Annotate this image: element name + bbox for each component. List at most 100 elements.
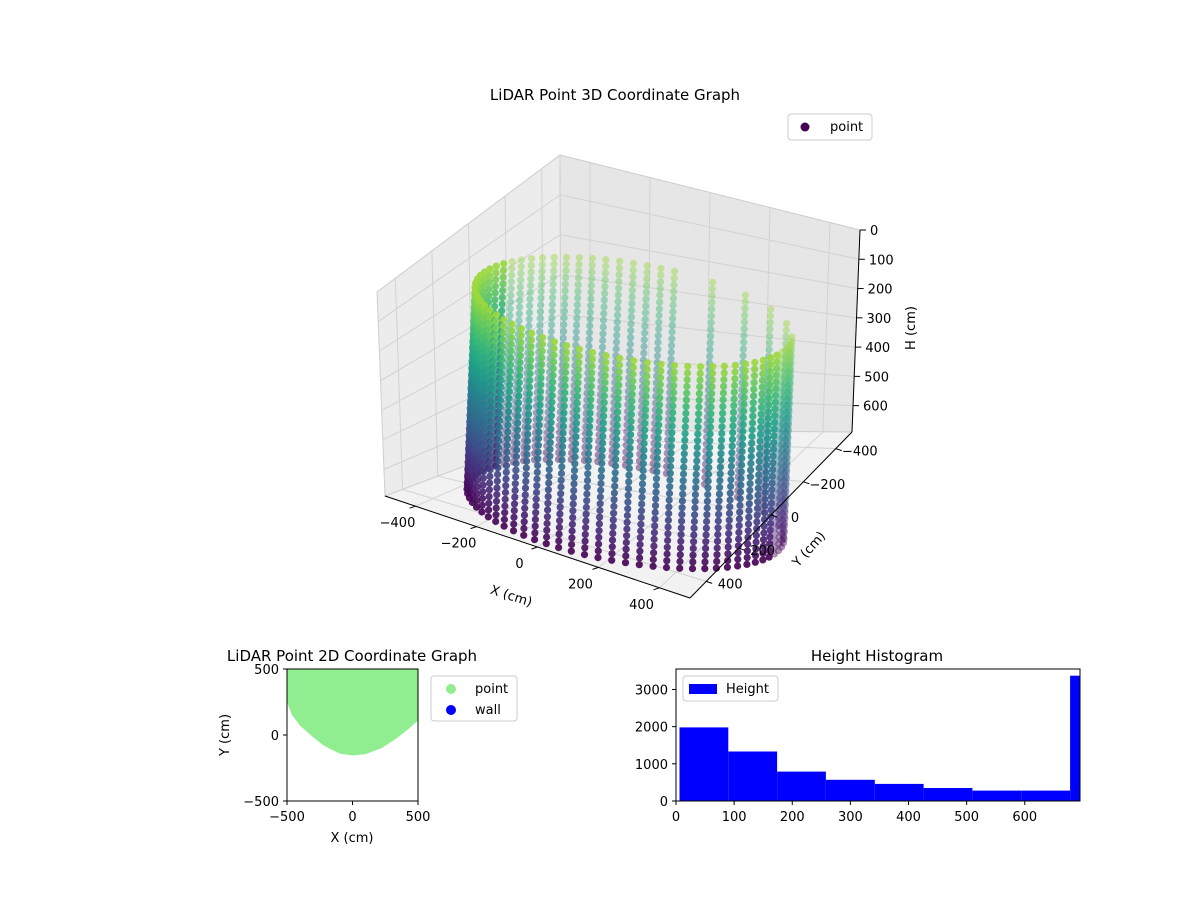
cloud-point [643,269,650,276]
cloud-point [574,386,581,393]
cloud-point [629,293,636,300]
cloud-point [528,269,535,276]
cloud-point [587,316,594,323]
cloud-point [622,559,629,566]
cloud-point [725,523,732,530]
cloud-point [499,294,506,301]
cloud-point [562,362,569,369]
cloud-point [599,446,606,453]
cloud-point [727,483,734,490]
cloud-point [526,377,533,384]
cloud-point [539,261,546,268]
cloud-point [638,501,645,508]
cloud-point [720,376,727,383]
cloud-point [720,390,727,397]
cloud-point [537,395,544,402]
cloud-point [669,416,676,423]
cloud-point [669,423,676,430]
cloud-point [732,362,739,369]
cloud-point [668,436,675,443]
cloud-point [549,372,556,379]
cloud-point [562,376,569,383]
cloud-point [666,497,673,504]
cloud-point [709,370,716,377]
cloud-point [528,343,535,350]
cloud-point [636,554,643,561]
cloud-point [703,525,710,532]
cloud-point [523,471,530,478]
cloud-point [587,389,594,396]
cloud-point [739,428,746,435]
cloud-point [588,376,595,383]
cloud-point [695,417,702,424]
cloud-point [655,415,662,422]
cloud-point [520,525,527,532]
y-tick [803,482,809,484]
cloud-point [597,493,604,500]
cloud-point [638,514,645,521]
cloud-point [483,381,490,388]
cloud-point [652,489,659,496]
cloud-point [526,302,533,309]
cloud-point [547,426,554,433]
cloud-point [516,386,523,393]
cloud-point [694,430,701,437]
cloud-point [561,308,568,315]
cloud-point [507,361,514,368]
z-tick-label: 500 [864,370,889,385]
cloud-point [709,377,716,384]
cloud-point [644,262,651,269]
cloud-point [741,394,748,401]
cloud-point [575,373,582,380]
cloud-point [594,554,601,561]
cloud-point [550,358,557,365]
cloud-point [642,406,649,413]
cloud-point [560,328,567,335]
cloud-point [738,468,745,475]
cloud-point [584,463,591,470]
cloud-point [596,514,603,521]
cloud-point [667,463,674,470]
cloud-point [670,382,677,389]
cloud-point [492,518,499,525]
cloud-point [536,322,543,329]
cloud-point [561,389,568,396]
cloud-point [708,403,715,410]
cloud-point [600,310,607,317]
cloud-point [609,543,616,550]
cloud-point [714,544,721,551]
cloud-point [499,336,506,343]
cloud-point [766,388,773,395]
cloud-point [588,289,595,296]
cloud-point [668,335,675,342]
cloud-point [599,433,606,440]
plot2d-legend: point wall [431,676,517,721]
cloud-point [702,552,709,559]
cloud-point [570,487,577,494]
cloud-point [588,282,595,289]
cloud-point [500,316,507,323]
cloud-point [653,482,660,489]
cloud-point [482,407,489,414]
cloud-point [766,339,773,346]
cloud-point [762,482,769,489]
cloud-point [556,510,563,517]
hist-x-tick-label: 600 [1012,810,1037,825]
cloud-point [559,436,566,443]
cloud-point [641,426,648,433]
x-tick [471,527,477,529]
cloud-point [731,389,738,396]
cloud-point [653,475,660,482]
cloud-point [766,346,773,353]
cloud-point [524,437,531,444]
cloud-point [706,437,713,444]
cloud-point [741,312,748,319]
cloud-point [515,399,522,406]
cloud-point [573,406,580,413]
cloud-point [587,403,594,410]
cloud-point [741,381,748,388]
cloud-point [586,416,593,423]
cloud-point [492,331,499,338]
cloud-point [750,399,757,406]
cloud-point [508,348,515,355]
